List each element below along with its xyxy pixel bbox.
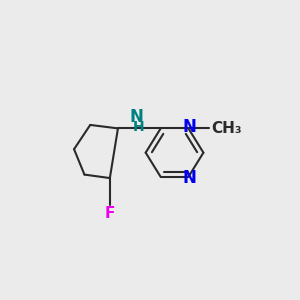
Text: N: N bbox=[182, 118, 196, 136]
Text: CH₃: CH₃ bbox=[211, 121, 242, 136]
Text: N: N bbox=[182, 169, 196, 187]
Text: N: N bbox=[129, 108, 143, 126]
Text: H: H bbox=[133, 120, 144, 134]
Text: F: F bbox=[105, 206, 115, 221]
